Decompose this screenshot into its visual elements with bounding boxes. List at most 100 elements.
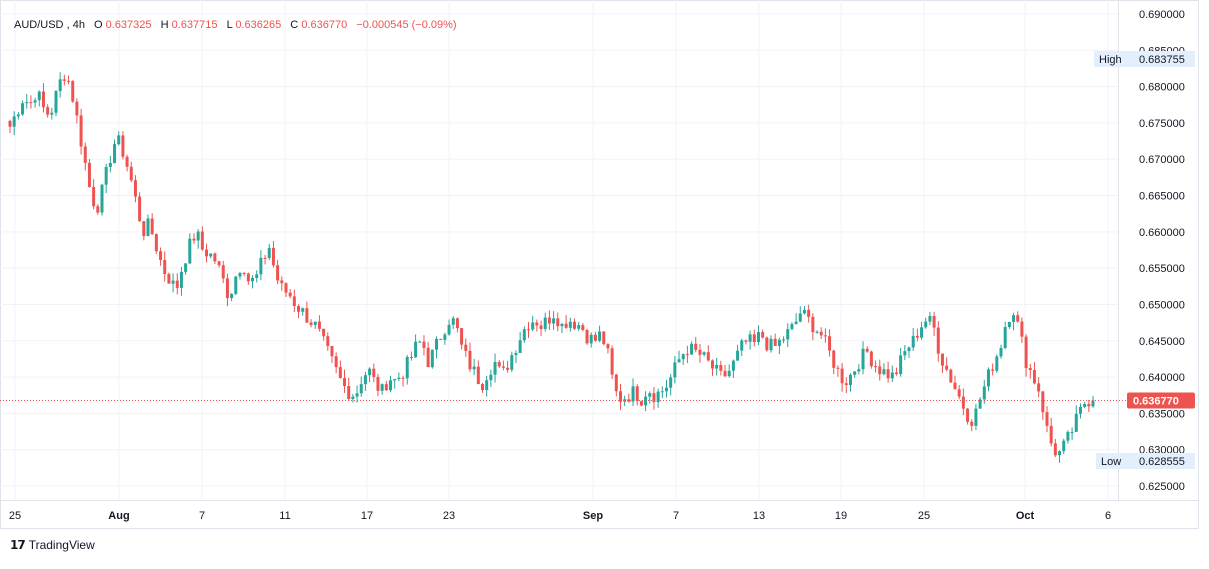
candle-body	[915, 335, 919, 338]
candle-body	[460, 328, 464, 345]
candle-body	[857, 369, 861, 372]
candle-body	[698, 349, 702, 355]
open-label: O	[94, 19, 103, 31]
candle-body	[217, 261, 221, 266]
close-value: 0.636770	[301, 19, 347, 31]
x-tick-label: 17	[361, 510, 373, 522]
candle-body	[96, 206, 100, 213]
candle-body	[957, 389, 961, 397]
high-marker-value: 0.683755	[1139, 54, 1185, 66]
x-tick-label: 23	[443, 510, 455, 522]
candle-body	[1007, 321, 1011, 328]
y-tick-label: 0.650000	[1139, 299, 1185, 311]
candle-body	[798, 313, 802, 322]
candle-body	[430, 349, 434, 368]
candle-body	[338, 367, 342, 379]
candle-body	[585, 330, 589, 344]
candle-body	[991, 369, 995, 371]
candle-body	[685, 354, 689, 356]
pane-border	[0, 0, 1199, 529]
candle-body	[928, 315, 932, 322]
candle-body	[62, 79, 66, 81]
candle-body	[1062, 440, 1066, 452]
candle-body	[936, 327, 940, 354]
candle-body	[886, 369, 890, 379]
candle-body	[1058, 451, 1062, 456]
y-tick-label: 0.660000	[1139, 227, 1185, 239]
last-price-box	[1127, 392, 1195, 409]
candle-body	[1012, 315, 1016, 322]
y-tick-label: 0.625000	[1139, 481, 1185, 493]
y-tick-label: 0.680000	[1139, 82, 1185, 94]
candle-body	[288, 292, 292, 297]
candle-body	[230, 293, 234, 299]
candle-body	[435, 338, 439, 350]
candle-body	[539, 325, 543, 329]
candle-body	[832, 350, 836, 368]
x-tick-label: Sep	[583, 510, 603, 522]
high-label: H	[161, 19, 169, 31]
candle-body	[476, 366, 480, 385]
candle-body	[631, 386, 635, 402]
candle-body	[861, 348, 865, 370]
candle-body	[710, 360, 714, 369]
candle-body	[497, 362, 501, 367]
candle-body	[736, 350, 740, 361]
candle-body	[455, 318, 459, 329]
candle-body	[907, 347, 911, 352]
candle-body	[1078, 406, 1082, 414]
candle-body	[163, 259, 167, 274]
candle-body	[828, 336, 832, 351]
candle-body	[150, 218, 154, 235]
candle-body	[501, 366, 505, 368]
candle-body	[769, 338, 773, 351]
candle-body	[673, 362, 677, 378]
candle-body	[309, 322, 313, 325]
candle-body	[464, 344, 468, 351]
candle-body	[1037, 383, 1041, 392]
last-price-tag: 0.636770	[1127, 392, 1195, 409]
candle-body	[999, 347, 1003, 357]
candle-body	[598, 331, 602, 341]
candle-body	[426, 347, 430, 368]
candle-body	[882, 369, 886, 375]
candle-body	[945, 365, 949, 370]
symbol-label: AUD/USD	[14, 19, 64, 31]
candle-body	[1066, 432, 1070, 441]
candle-body	[522, 329, 526, 341]
candle-body	[610, 348, 614, 375]
candle-body	[142, 221, 146, 237]
candle-body	[129, 166, 133, 181]
candle-body	[347, 385, 351, 400]
candle-body	[443, 334, 447, 340]
candle-body	[359, 384, 363, 394]
candle-body	[1003, 327, 1007, 348]
high-marker: High 0.683755	[1094, 51, 1195, 67]
last-price-value: 0.636770	[1133, 396, 1179, 408]
candle-body	[702, 352, 706, 355]
low-marker-label: Low	[1101, 456, 1121, 468]
candle-body	[669, 377, 673, 388]
candle-body	[326, 336, 330, 347]
x-tick-label: 7	[673, 510, 679, 522]
tradingview-attribution[interactable]: 𝟭𝟳 TradingView	[10, 538, 95, 552]
candle-body	[518, 340, 522, 354]
candle-body	[949, 369, 953, 383]
candle-body	[75, 101, 79, 116]
candle-body	[644, 396, 648, 406]
candle-body	[418, 341, 422, 343]
high-marker-label: High	[1099, 54, 1122, 66]
x-tick-label: 13	[753, 510, 765, 522]
candle-body	[1045, 412, 1049, 426]
candle-body	[706, 352, 710, 361]
candle-body	[782, 339, 786, 341]
candle-body	[577, 325, 581, 329]
candle-body	[614, 374, 618, 392]
candle-body	[1070, 431, 1074, 433]
candle-body	[535, 322, 539, 326]
x-tick-label: Aug	[108, 510, 129, 522]
candle-body	[401, 377, 405, 379]
candle-body	[1091, 400, 1095, 407]
